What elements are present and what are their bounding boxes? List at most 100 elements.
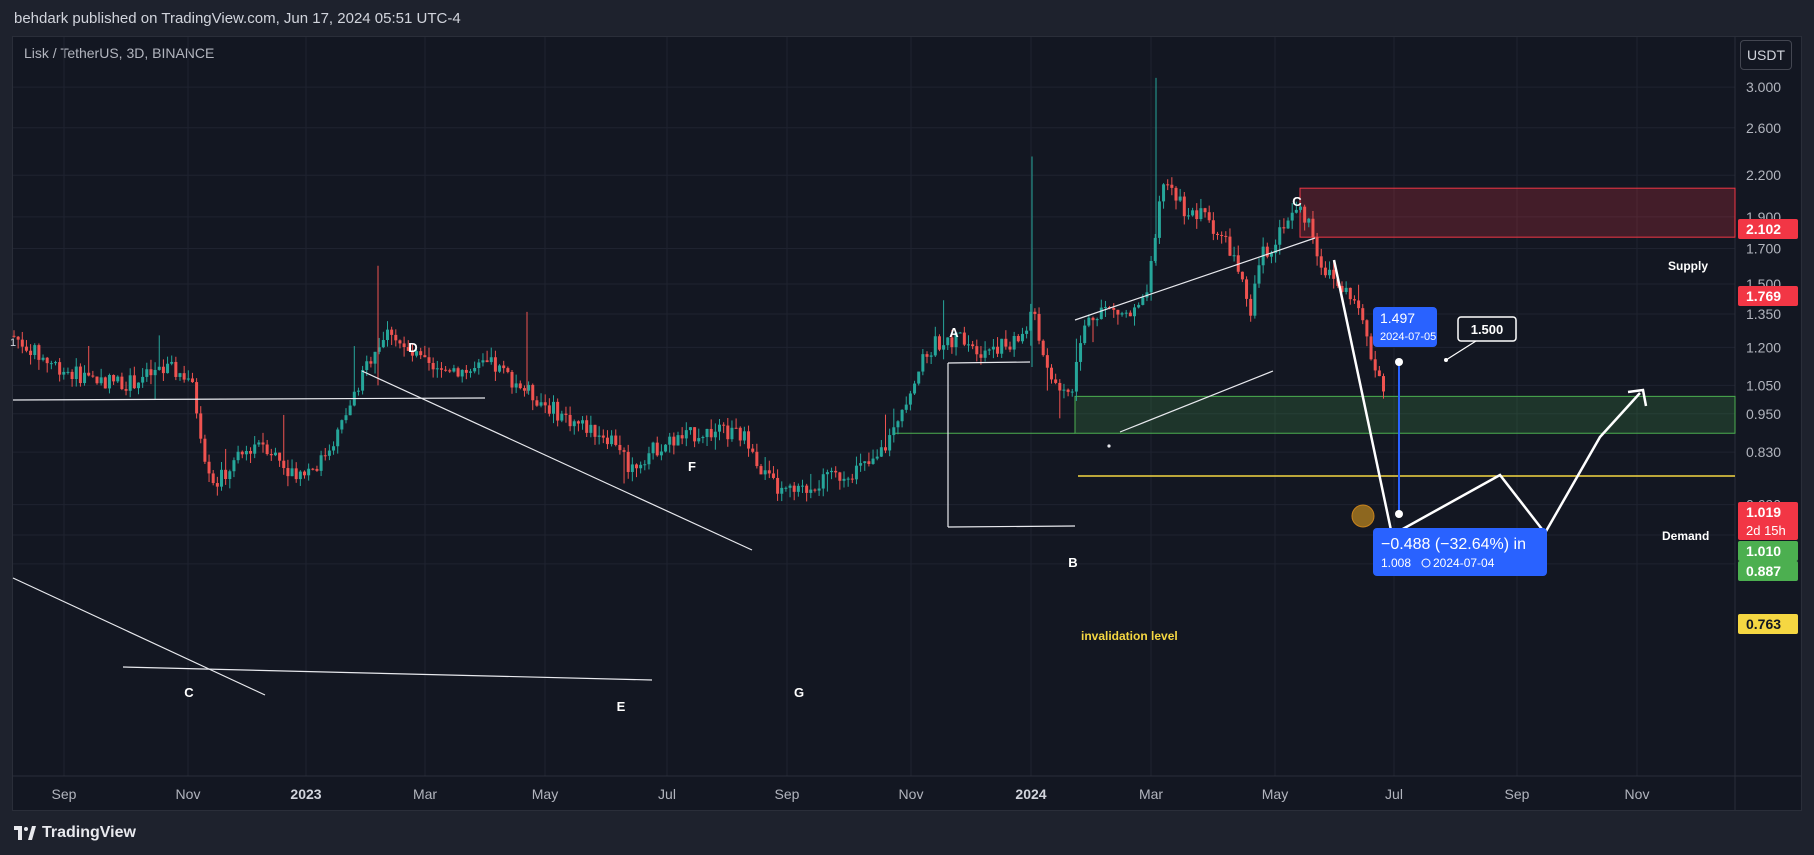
trendline[interactable] bbox=[12, 577, 266, 696]
candle-body bbox=[655, 442, 659, 456]
trendline[interactable] bbox=[12, 397, 486, 401]
time-tick-label: Mar bbox=[413, 786, 437, 802]
candle-body bbox=[809, 489, 813, 493]
candle bbox=[498, 364, 502, 373]
measure-start-point[interactable] bbox=[1395, 358, 1403, 366]
candle-body bbox=[933, 336, 937, 356]
candle bbox=[195, 378, 199, 419]
callout-box[interactable] bbox=[1457, 316, 1517, 342]
candle-body bbox=[763, 470, 767, 475]
time-tick-label: Nov bbox=[1625, 786, 1650, 802]
edge-marker: 1 bbox=[10, 337, 16, 349]
candle-body bbox=[676, 435, 680, 446]
candle-body bbox=[12, 335, 16, 337]
candle-body bbox=[124, 389, 128, 391]
candle bbox=[813, 488, 817, 493]
candle-body bbox=[435, 368, 439, 370]
candle-body bbox=[390, 329, 394, 335]
candle bbox=[647, 446, 651, 470]
candle bbox=[336, 427, 340, 454]
chart-title: Lisk / TetherUS, 3D, BINANCE bbox=[24, 45, 214, 61]
trendline[interactable] bbox=[1074, 237, 1316, 321]
candle-body bbox=[91, 375, 95, 377]
trendline[interactable] bbox=[361, 370, 753, 551]
candle-body bbox=[1228, 236, 1232, 256]
candle-body bbox=[1045, 355, 1049, 368]
chart-frame[interactable] bbox=[12, 36, 1802, 811]
trendline[interactable] bbox=[947, 525, 1076, 528]
candle bbox=[639, 461, 643, 474]
candle bbox=[249, 447, 253, 464]
candle bbox=[128, 368, 132, 398]
candle-body bbox=[249, 450, 253, 454]
candle bbox=[1232, 246, 1236, 262]
trendline[interactable] bbox=[947, 361, 1031, 364]
candle-body bbox=[377, 347, 381, 352]
candle bbox=[1182, 191, 1186, 225]
candle-body bbox=[614, 435, 618, 445]
candle-body bbox=[1174, 187, 1178, 201]
candle bbox=[888, 428, 892, 457]
candle bbox=[1141, 294, 1145, 306]
candle-body bbox=[282, 460, 286, 469]
candle bbox=[1245, 276, 1249, 307]
candle-body bbox=[112, 375, 116, 382]
candle bbox=[1294, 201, 1298, 214]
candle-body bbox=[618, 444, 622, 451]
candle-body bbox=[95, 376, 99, 384]
candle-body bbox=[477, 362, 481, 368]
candle bbox=[224, 448, 228, 485]
candle bbox=[1211, 212, 1215, 241]
candle bbox=[469, 368, 472, 378]
demand-zone[interactable] bbox=[1074, 395, 1736, 434]
candle bbox=[937, 334, 941, 352]
candle bbox=[1058, 379, 1062, 419]
candle-body bbox=[199, 413, 203, 439]
candle-body bbox=[635, 464, 638, 469]
measure-end-point[interactable] bbox=[1395, 510, 1403, 518]
candle-body bbox=[659, 451, 663, 456]
candle bbox=[722, 422, 726, 434]
candle-body bbox=[817, 488, 821, 491]
tradingview-logo[interactable]: TradingView bbox=[14, 824, 136, 842]
candle bbox=[157, 335, 161, 371]
current-price-marker bbox=[1351, 504, 1375, 528]
candle-body bbox=[975, 346, 979, 355]
candle-body bbox=[850, 478, 854, 480]
measure-top-date: 2024-07-05 bbox=[1380, 331, 1436, 343]
projection-path[interactable] bbox=[1332, 259, 1641, 537]
candle bbox=[286, 459, 290, 487]
candle bbox=[1170, 177, 1174, 196]
candle-body bbox=[1186, 215, 1190, 217]
candle-body bbox=[801, 485, 804, 487]
currency-button[interactable]: USDT bbox=[1740, 40, 1792, 70]
wave-label: A bbox=[949, 325, 959, 340]
trendline[interactable] bbox=[122, 666, 653, 681]
trendline[interactable] bbox=[1119, 370, 1274, 433]
candle-body bbox=[161, 366, 165, 374]
candle bbox=[809, 473, 813, 499]
candle bbox=[1257, 258, 1261, 288]
candle-body bbox=[942, 345, 946, 350]
candle bbox=[1025, 326, 1029, 339]
supply-zone[interactable] bbox=[1299, 187, 1736, 238]
candle-body bbox=[481, 360, 485, 363]
candle-body bbox=[929, 355, 933, 357]
candle-body bbox=[153, 369, 157, 376]
candle bbox=[987, 348, 991, 355]
candle-body bbox=[107, 375, 111, 389]
candle bbox=[1012, 331, 1016, 357]
candle-body bbox=[1299, 206, 1302, 210]
candle bbox=[1112, 303, 1116, 318]
price-tag: 1.019 2d 15h bbox=[1738, 502, 1798, 540]
measure-top-price: 1.497 bbox=[1380, 310, 1415, 326]
candle-body bbox=[913, 383, 917, 394]
candle bbox=[220, 461, 223, 491]
candle bbox=[386, 321, 389, 347]
candle-body bbox=[784, 487, 788, 489]
candle-body bbox=[1232, 255, 1236, 257]
candle bbox=[1095, 317, 1099, 327]
candle-body bbox=[668, 436, 672, 445]
candle bbox=[929, 352, 933, 365]
